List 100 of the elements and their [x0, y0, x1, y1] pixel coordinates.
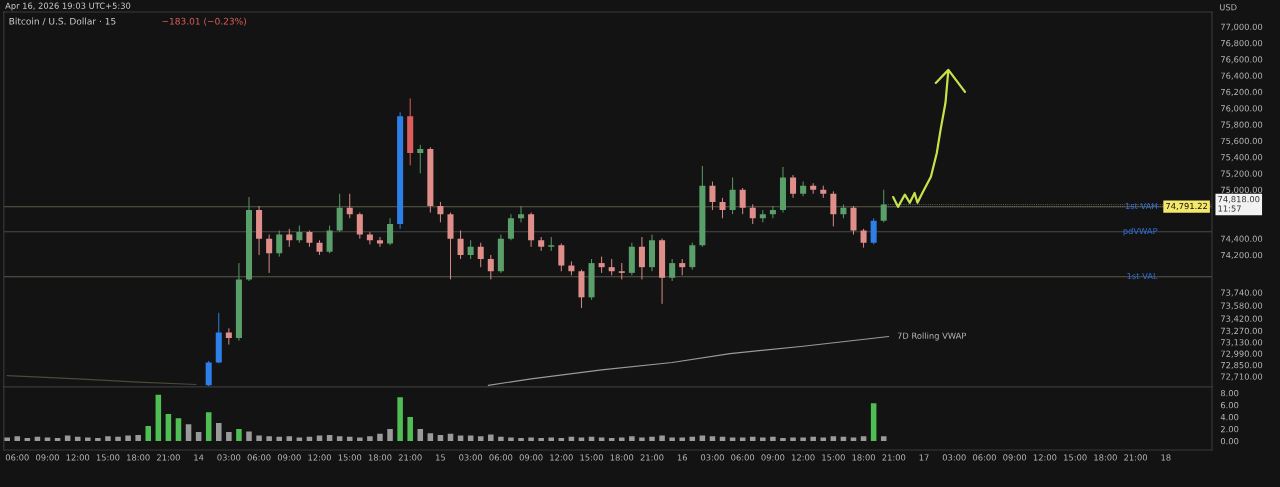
x-tick-label: 03:00 — [942, 454, 966, 461]
candlestick — [437, 201, 444, 223]
candlestick — [276, 229, 283, 258]
bar — [155, 394, 162, 441]
bar — [185, 424, 192, 441]
y-tick-label: 74,200.00 — [1221, 251, 1263, 260]
bar — [739, 437, 746, 441]
bar — [518, 438, 524, 441]
y-tick-label: 73,270.00 — [1221, 327, 1263, 335]
bar — [578, 437, 585, 441]
x-tick-label: 06:00 — [489, 454, 513, 461]
bar — [145, 426, 152, 441]
x-tick-label: 15:00 — [96, 454, 120, 461]
bar — [508, 437, 514, 441]
y-tick-label: 6.00 — [1220, 401, 1239, 409]
candlestick — [266, 234, 273, 274]
line-series — [487, 335, 890, 386]
y-tick-label: 8.00 — [1220, 389, 1239, 397]
x-tick-label: 18:00 — [610, 454, 634, 461]
candlestick — [326, 225, 333, 254]
x-tick-label: 21:00 — [398, 454, 422, 461]
x-tick-label: 15:00 — [580, 454, 603, 461]
text: −183.01 (−0.23%) — [162, 17, 246, 26]
candlestick — [669, 258, 676, 282]
candlestick — [356, 212, 363, 240]
y-tick-label: 73,740.00 — [1221, 289, 1263, 297]
x-tick-label: 18:00 — [127, 454, 150, 461]
bar — [4, 437, 10, 441]
bar — [488, 434, 494, 441]
x-tick-label: 18 — [1161, 454, 1171, 461]
bar — [880, 436, 887, 441]
candlestick — [790, 174, 797, 199]
annotation: 74,818.00 11:57 — [1218, 196, 1260, 212]
text: Bitcoin / U.S. Dollar · 15 — [9, 17, 116, 26]
bar — [437, 435, 444, 441]
x-tick-label: 12:00 — [550, 454, 573, 461]
x-tick-label: 21:00 — [882, 454, 906, 461]
x-tick-label: 03:00 — [700, 454, 724, 461]
candlestick — [507, 213, 514, 241]
x-tick-label: 18:00 — [1094, 454, 1117, 461]
y-tick-label: 73,580.00 — [1221, 302, 1263, 310]
candlestick — [467, 239, 474, 260]
candlestick — [870, 217, 877, 245]
y-tick-label: 0.00 — [1220, 437, 1239, 445]
bar — [548, 437, 555, 441]
y-tick-label: 73,420.00 — [1221, 315, 1263, 323]
bar — [95, 438, 101, 441]
bar — [346, 436, 353, 441]
bar — [538, 438, 544, 441]
bar — [709, 436, 716, 441]
candlestick — [880, 189, 887, 223]
y-tick-label: 75,200.00 — [1221, 170, 1263, 178]
candlestick — [487, 254, 494, 280]
candlestick — [769, 205, 776, 219]
candlestick — [387, 217, 394, 246]
x-tick-label: 15:00 — [1064, 454, 1087, 461]
candlestick — [729, 177, 736, 215]
x-tick-label: 03:00 — [217, 454, 241, 461]
bar — [357, 437, 363, 441]
bar — [498, 436, 504, 441]
y-tick-label: 72,990.00 — [1221, 350, 1263, 358]
bar — [387, 429, 393, 441]
bar — [165, 414, 172, 441]
bar — [760, 437, 766, 441]
candlestick — [709, 181, 716, 211]
x-tick-label: 06:00 — [247, 454, 271, 461]
x-tick-label: 09:00 — [277, 454, 301, 461]
candlestick — [205, 360, 212, 387]
candlestick — [850, 205, 857, 236]
bar — [528, 437, 534, 441]
x-tick-label: 21:00 — [1124, 454, 1148, 461]
x-tick-label: 03:00 — [459, 454, 483, 461]
candlestick — [719, 197, 726, 219]
y-tick-label: 73,130.00 — [1221, 339, 1263, 347]
bar — [226, 432, 232, 441]
y-tick-label: 75,000.00 — [1221, 186, 1263, 194]
y-tick-label: 77,000.00 — [1221, 23, 1263, 31]
y-tick-label: 76,600.00 — [1221, 56, 1263, 64]
x-tick-label: 17 — [919, 454, 929, 461]
x-tick-label: 09:00 — [519, 454, 543, 461]
x-tick-label: 16 — [677, 454, 687, 461]
bar — [790, 437, 796, 441]
candlestick — [638, 236, 645, 280]
bar — [195, 432, 202, 441]
bar — [367, 436, 373, 441]
bar — [639, 437, 645, 441]
bar — [85, 437, 91, 441]
x-tick-label: 12:00 — [1033, 454, 1057, 461]
bar — [115, 436, 121, 441]
bar — [820, 437, 827, 441]
bar — [397, 397, 403, 441]
bar — [236, 429, 242, 441]
candlestick — [518, 205, 525, 223]
x-tick-label: 09:00 — [36, 454, 59, 461]
y-tick-label: 72,710.00 — [1221, 373, 1263, 381]
candlestick — [346, 193, 353, 219]
bar — [175, 418, 182, 441]
bar — [326, 435, 333, 441]
bar — [407, 417, 413, 441]
candlestick — [457, 229, 464, 260]
